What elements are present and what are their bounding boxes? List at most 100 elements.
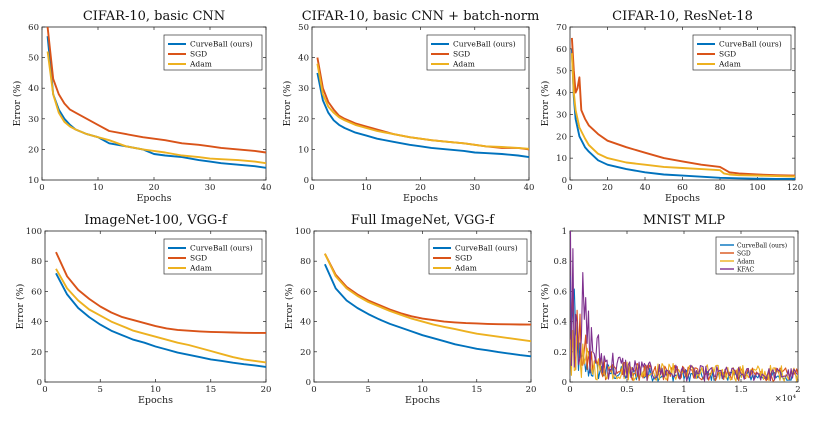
x-tick-label: 1 — [681, 385, 686, 395]
x-axis-label: Epochs — [403, 193, 438, 204]
legend-label-curveball-ours: CurveBall (ours) — [737, 243, 787, 250]
x-tick-label: 20 — [526, 385, 537, 395]
y-tick-label: 0 — [562, 176, 567, 186]
x-tick-label: 0 — [42, 385, 47, 395]
y-tick-label: 0 — [562, 378, 567, 388]
x-tick-label: 0 — [39, 183, 44, 193]
legend-label-sgd: SGD — [453, 50, 470, 59]
y-tick-label: 40 — [300, 318, 311, 328]
y-tick-label: 20 — [556, 132, 567, 142]
y-axis-label: Error (%) — [15, 284, 26, 330]
x-tick-label: 20 — [149, 183, 160, 193]
x-tick-label: 10 — [93, 183, 104, 193]
y-tick-label: 40 — [556, 89, 567, 99]
series-line-curveball-ours — [570, 275, 798, 382]
x-tick-label: 5 — [366, 385, 371, 395]
x-tick-label: 10 — [417, 385, 428, 395]
y-tick-label: 40 — [31, 318, 42, 328]
y-tick-label: 30 — [28, 115, 39, 125]
y-tick-label: 80 — [300, 257, 311, 267]
series-group — [570, 231, 798, 382]
x-tick-label: 120 — [787, 183, 803, 193]
series-line-adam — [570, 53, 795, 178]
x-axis-label: Epochs — [405, 395, 440, 406]
x-tick-label: 30 — [469, 183, 480, 193]
series-line-adam — [55, 268, 266, 364]
legend-label-sgd: SGD — [737, 251, 751, 258]
legend-label-curveball-ours: CurveBall (ours) — [190, 244, 253, 253]
y-tick-label: 60 — [31, 287, 42, 297]
x-tick-label: 60 — [677, 183, 688, 193]
x-tick-label: 40 — [261, 183, 272, 193]
x-axis-label: Epochs — [665, 193, 700, 204]
x-tick-label: 0 — [567, 385, 572, 395]
series-line-adam — [316, 63, 529, 150]
legend-label-curveball-ours: CurveBall (ours) — [719, 40, 782, 49]
y-tick-label: 30 — [556, 110, 567, 120]
x-tick-label: 40 — [524, 183, 535, 193]
series-line-sgd — [570, 37, 795, 177]
series-line-sgd — [55, 251, 266, 334]
y-tick-label: 10 — [298, 145, 309, 155]
y-tick-label: 0.6 — [553, 287, 567, 297]
y-tick-label: 40 — [298, 54, 309, 64]
x-tick-label: 20 — [602, 183, 613, 193]
series-line-curveball-ours — [570, 48, 795, 180]
legend-label-adam: Adam — [718, 60, 741, 69]
y-tick-label: 50 — [298, 23, 309, 33]
legend-label-adam: Adam — [189, 264, 212, 273]
y-tick-label: 50 — [28, 54, 39, 64]
series-line-sgd — [570, 288, 798, 382]
y-tick-label: 20 — [298, 115, 309, 125]
x-tick-label: 30 — [205, 183, 216, 193]
x-axis-label: Iteration — [663, 395, 705, 406]
chart-panel-2: CIFAR-10, basic CNN + batch-norm 0 10 20 30 4… — [282, 9, 539, 204]
series-line-sgd — [316, 57, 529, 151]
series-group — [570, 37, 795, 180]
series-line-sgd — [324, 253, 531, 326]
x-tick-label: 2 — [795, 385, 800, 395]
series-group — [46, 27, 266, 169]
x-tick-label: 80 — [715, 183, 726, 193]
y-tick-label: 0 — [306, 378, 311, 388]
legend-label-kfac: KFAC — [737, 267, 754, 274]
y-tick-label: 60 — [28, 23, 39, 33]
y-tick-label: 1 — [562, 227, 567, 237]
legend-label-curveball-ours: CurveBall (ours) — [190, 40, 253, 49]
y-tick-label: 20 — [300, 348, 311, 358]
y-tick-label: 0 — [37, 378, 42, 388]
x-tick-label: 20 — [415, 183, 426, 193]
x-tick-label: 15 — [205, 385, 216, 395]
y-tick-label: 30 — [298, 84, 309, 94]
legend-label-sgd: SGD — [190, 50, 207, 59]
chart-title: CIFAR-10, basic CNN + batch-norm — [302, 9, 540, 24]
x-tick-label: 5 — [98, 385, 103, 395]
y-tick-label: 70 — [556, 23, 567, 33]
y-tick-label: 0.4 — [553, 318, 567, 328]
legend-label-adam: Adam — [452, 60, 475, 69]
x-tick-label: 1.5 — [734, 385, 748, 395]
x-tick-label: 0 — [309, 183, 314, 193]
legend-label-sgd: SGD — [719, 50, 736, 59]
x-tick-label: 100 — [749, 183, 765, 193]
y-axis-label: Error (%) — [12, 81, 23, 127]
y-tick-label: 60 — [556, 45, 567, 55]
x-tick-label: 40 — [640, 183, 651, 193]
y-tick-label: 100 — [26, 227, 42, 237]
series-line-curveball-ours — [324, 263, 531, 358]
y-tick-label: 0 — [304, 176, 309, 186]
chart-title: Full ImageNet, VGG-f — [351, 213, 495, 228]
legend-label-adam: Adam — [736, 259, 755, 266]
chart-title: MNIST MLP — [643, 213, 725, 228]
y-tick-label: 10 — [28, 176, 39, 186]
x-tick-label: 0.5 — [620, 385, 634, 395]
y-tick-label: 50 — [556, 67, 567, 77]
